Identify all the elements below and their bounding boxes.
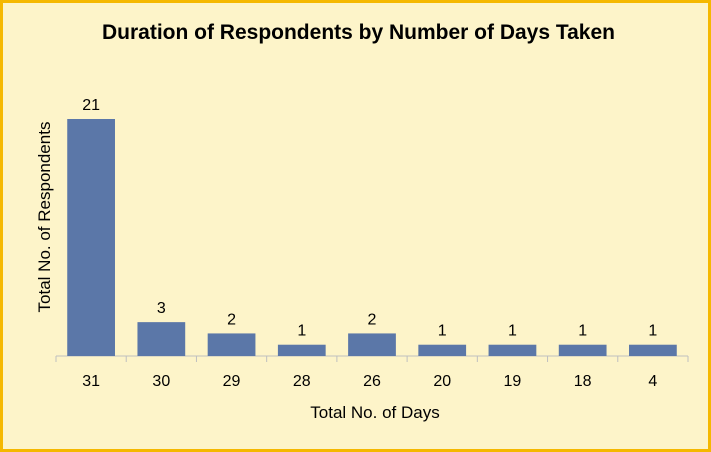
bar	[277, 344, 326, 356]
bar	[137, 322, 186, 356]
bar	[488, 344, 537, 356]
x-axis-label: Total No. of Days	[310, 403, 440, 422]
x-tick-label: 28	[293, 373, 311, 390]
data-label: 2	[368, 311, 377, 328]
x-tick-label: 18	[574, 373, 592, 390]
x-tick-label: 4	[648, 373, 657, 390]
x-tick-label: 20	[433, 373, 451, 390]
x-tick-label: 19	[504, 373, 522, 390]
x-tick-label: 26	[363, 373, 381, 390]
bar	[418, 344, 467, 356]
bar	[348, 333, 396, 356]
data-label: 1	[508, 323, 517, 340]
data-label: 1	[297, 323, 306, 340]
data-label: 21	[82, 97, 100, 114]
data-label: 1	[438, 323, 447, 340]
bar	[629, 344, 677, 356]
x-tick-label: 31	[82, 373, 100, 390]
x-tick-label: 29	[223, 373, 241, 390]
bar	[558, 344, 607, 356]
chart-title: Duration of Respondents by Number of Day…	[101, 21, 615, 44]
bar	[207, 333, 256, 356]
bar	[67, 119, 115, 356]
x-tick-label: 30	[152, 373, 170, 390]
data-label: 1	[578, 323, 587, 340]
data-label: 1	[648, 323, 657, 340]
data-label: 3	[157, 300, 166, 317]
data-label: 2	[227, 311, 236, 328]
